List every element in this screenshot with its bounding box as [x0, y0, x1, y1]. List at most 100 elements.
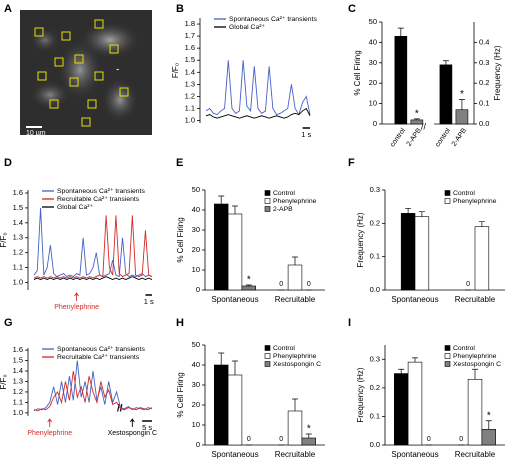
- value-label: 0: [459, 436, 463, 443]
- y-axis-label: F/F₀: [0, 374, 8, 389]
- legend-swatch: [264, 353, 271, 359]
- y-axis-label: F/F₀: [171, 63, 180, 78]
- y-tick-label: 0.0: [370, 440, 380, 449]
- x-tick-label: Recruitable: [455, 295, 496, 304]
- x-tick-label: 2-APB: [451, 127, 469, 148]
- legend-swatch: [444, 190, 451, 196]
- panel-label: G: [4, 317, 13, 329]
- y-axis-label: Frequency (Hz): [356, 367, 365, 422]
- y-tick-label: 0: [196, 285, 200, 294]
- y-tick-label: 1.4: [13, 366, 23, 375]
- trace: [33, 370, 153, 412]
- panel-label: I: [348, 317, 351, 329]
- x-tick-label: 2-APB: [406, 127, 424, 148]
- value-label: 0: [307, 281, 311, 288]
- error-bar: [412, 357, 418, 363]
- y-axis-label: Frequency (Hz): [356, 212, 365, 267]
- y-tick-label: 1.5: [185, 55, 195, 64]
- trace: [33, 215, 153, 279]
- significance-mark: *: [460, 89, 464, 100]
- annotation-arrow: [129, 418, 135, 427]
- value-label: 0: [427, 436, 431, 443]
- annotation-arrow: [47, 418, 53, 427]
- legend-label: 2-APB: [273, 206, 293, 213]
- error-bar: [305, 433, 312, 438]
- bar: [241, 285, 256, 291]
- error-bar: [485, 420, 492, 430]
- bar: [467, 378, 483, 446]
- y-tick-label: 0.3: [370, 185, 380, 194]
- y-axis-label: F/F₀: [0, 232, 8, 247]
- trace: [205, 107, 311, 119]
- legend-label: Phenylephrine: [453, 353, 497, 360]
- bar: [439, 64, 453, 125]
- x-tick-label: Spontaneous: [391, 295, 438, 304]
- y-tick-label: 0: [196, 440, 200, 449]
- y-tick-label: 1.8: [185, 19, 195, 28]
- trace: [205, 60, 311, 116]
- y-tick-label: 50: [192, 185, 200, 194]
- bar: [400, 213, 416, 291]
- y-tick-label: 30: [192, 225, 200, 234]
- legend-label: Global Ca²⁺: [229, 24, 265, 31]
- y-tick-label: 1.3: [13, 233, 23, 242]
- y-tick-label: 50: [369, 17, 377, 26]
- legend-label: Phenylephrine: [273, 198, 317, 205]
- y-tick-label: 10: [369, 99, 377, 108]
- y-tick-label: 1.2: [185, 91, 195, 100]
- trace: [33, 276, 153, 281]
- bar: [393, 373, 409, 446]
- significance-mark: *: [415, 109, 419, 120]
- bar: [287, 410, 303, 446]
- legend-swatch: [444, 353, 451, 359]
- y-tick-label: 0.2: [370, 218, 380, 227]
- error-bar: [478, 221, 485, 227]
- y-tick-label: 1.5: [13, 356, 23, 365]
- error-bar: [405, 207, 412, 214]
- legend-label: Spontaneous Ca²⁺ transients: [57, 188, 145, 195]
- scale-bar-label: 10 µm: [26, 130, 46, 137]
- legend-swatch: [444, 345, 451, 351]
- annotation-arrow: [74, 292, 79, 301]
- y-tick-label: 1.2: [13, 387, 23, 396]
- panel-label: F: [348, 157, 355, 169]
- bar: [455, 109, 469, 125]
- y-tick-label: 1.0: [185, 116, 195, 125]
- value-label: 0: [466, 281, 470, 288]
- significance-mark: *: [487, 410, 491, 421]
- legend-label: Control: [273, 345, 295, 352]
- legend-swatch: [264, 345, 271, 351]
- legend-label: Recruitable Ca²⁺ transients: [57, 196, 140, 203]
- legend-label: Control: [273, 190, 295, 197]
- y-tick-label: 1.4: [185, 67, 195, 76]
- break-mark: -: [116, 65, 119, 76]
- x-tick-label: Spontaneous: [391, 450, 438, 459]
- y-tick-label: 50: [192, 340, 200, 349]
- y-tick-label: 1.7: [185, 31, 195, 40]
- bar: [394, 35, 408, 125]
- legend-swatch: [444, 361, 451, 367]
- legend-label: Spontaneous Ca²⁺ transients: [229, 16, 317, 23]
- y-axis-label: % Cell Firing: [353, 50, 362, 95]
- legend-swatch: [264, 206, 271, 212]
- legend-swatch: [264, 198, 271, 204]
- y-tick-label: 1.6: [13, 188, 23, 197]
- bar: [287, 264, 303, 291]
- bar: [481, 428, 496, 446]
- axis-break: //: [421, 121, 427, 131]
- bar: [474, 226, 490, 291]
- trace: [33, 207, 153, 278]
- error-bar: [292, 256, 298, 265]
- y-tick-label: 0.0: [479, 119, 489, 128]
- bar: [227, 374, 243, 446]
- y-tick-label: 20: [369, 78, 377, 87]
- error-bar: [413, 118, 420, 120]
- bar: [214, 203, 229, 291]
- legend-label: Control: [453, 190, 475, 197]
- y-tick-label: 0.4: [479, 37, 489, 46]
- legend-label: Phenylephrine: [453, 198, 497, 205]
- panel-label: C: [348, 3, 356, 15]
- y-tick-label: 0.2: [479, 78, 489, 87]
- error-bar: [472, 368, 478, 380]
